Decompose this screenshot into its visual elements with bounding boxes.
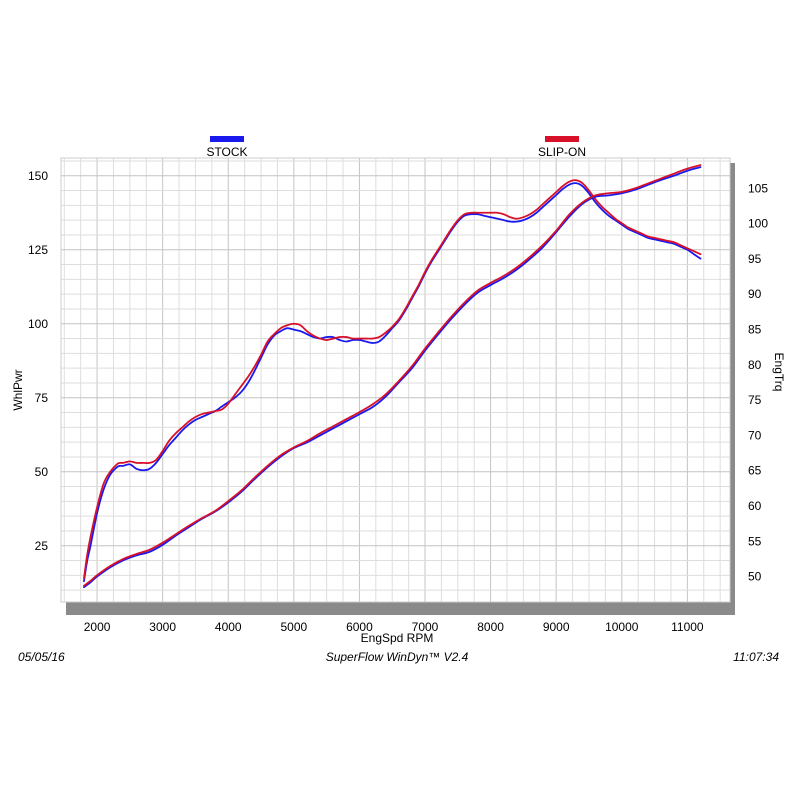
- y-left-tick-label: 25: [35, 539, 49, 553]
- footer-software: SuperFlow WinDyn™ V2.4: [326, 650, 469, 664]
- legend-label-slip-on: SLIP-ON: [538, 145, 586, 159]
- plot-area: [61, 158, 730, 602]
- y-right-tick-labels: 50 55 60 65 70 75 80 85 90 95 100 105: [748, 181, 768, 583]
- legend-swatch-slip-on: [545, 136, 579, 142]
- series-line-slip-on-engtrq: [83, 164, 702, 587]
- series-lines: [83, 164, 702, 589]
- x-tick-label: 6000: [346, 620, 373, 634]
- x-tick-label: 5000: [280, 620, 307, 634]
- x-tick-label: 8000: [477, 620, 504, 634]
- legend-swatch-stock: [210, 136, 244, 142]
- x-tick-label: 2000: [84, 620, 111, 634]
- plot-border: [60, 157, 731, 603]
- x-tick-label: 7000: [412, 620, 439, 634]
- x-tick-label: 9000: [543, 620, 570, 634]
- y-right-tick-label: 60: [748, 499, 762, 513]
- y-right-tick-label: 85: [748, 323, 762, 337]
- x-axis-title: EngSpd RPM: [361, 631, 434, 645]
- y-right-tick-label: 65: [748, 464, 762, 478]
- y-right-tick-label: 55: [748, 534, 762, 548]
- y-right-axis-title: EngTrq: [772, 353, 786, 392]
- x-tick-label: 11000: [671, 620, 704, 634]
- series-line-stock-engtrq: [83, 166, 702, 589]
- y-right-tick-label: 100: [748, 217, 768, 231]
- y-right-tick-label: 80: [748, 358, 762, 372]
- footer-time: 11:07:34: [733, 650, 779, 664]
- y-left-tick-label: 100: [28, 317, 48, 331]
- y-right-tick-label: 75: [748, 393, 762, 407]
- y-left-tick-label: 75: [35, 391, 49, 405]
- y-left-tick-label: 150: [28, 169, 48, 183]
- y-right-tick-label: 95: [748, 252, 762, 266]
- x-tick-label: 4000: [215, 620, 242, 634]
- y-right-tick-label: 90: [748, 287, 762, 301]
- footer-date: 05/05/16: [18, 650, 65, 664]
- grid: [61, 158, 730, 602]
- series-line-stock-whlpwr: [83, 182, 702, 583]
- x-tick-label: 10000: [605, 620, 639, 634]
- y-left-tick-label: 125: [28, 243, 48, 257]
- series-line-slip-on-whlpwr: [83, 179, 702, 580]
- y-right-tick-label: 70: [748, 428, 762, 442]
- y-right-tick-label: 50: [748, 570, 762, 584]
- y-left-axis-title: WhlPwr: [11, 369, 25, 410]
- y-right-tick-label: 105: [748, 181, 768, 195]
- x-tick-labels: 2000 3000 4000 5000 6000 7000 8000 9000 10000 110…: [84, 620, 704, 634]
- x-tick-label: 3000: [149, 620, 176, 634]
- y-left-tick-labels: 25 50 75 100 125 150: [28, 169, 48, 553]
- legend-label-stock: STOCK: [206, 145, 247, 159]
- y-left-tick-label: 50: [35, 465, 49, 479]
